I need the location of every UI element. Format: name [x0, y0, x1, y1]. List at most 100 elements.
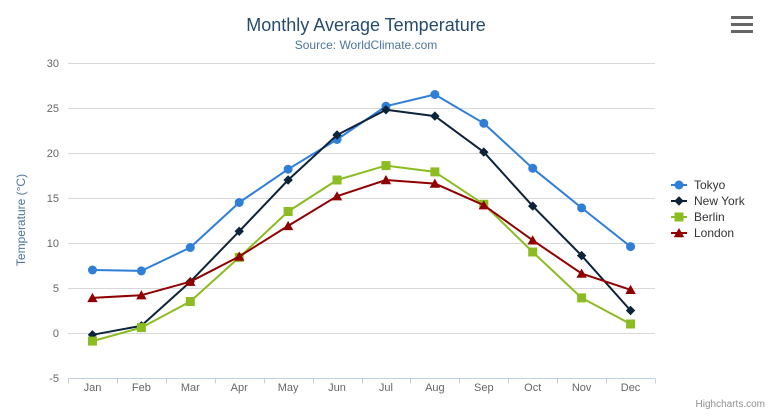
series-new-york[interactable] — [87, 105, 636, 340]
x-axis-labels: Jan Feb Mar Apr May Jun Jul Aug Sep Oct Nov Dec — [84, 382, 641, 394]
series-tokyo[interactable] — [87, 90, 636, 276]
point-london-jul[interactable] — [380, 175, 392, 185]
point-london-feb[interactable] — [136, 290, 147, 300]
y-axis-labels: -5 0 5 10 15 20 25 30 — [47, 58, 59, 385]
point-london-jan[interactable] — [87, 292, 98, 303]
legend-marker[interactable] — [674, 196, 684, 206]
point-london-mar[interactable] — [185, 276, 196, 286]
x-tick-label: Oct — [524, 382, 541, 394]
legend-label: Berlin — [694, 210, 725, 224]
point-tokyo-jan[interactable] — [87, 265, 97, 275]
point-berlin-jun[interactable] — [332, 175, 342, 185]
point-london-dec[interactable] — [625, 284, 636, 294]
point-new-york-jun[interactable] — [332, 130, 342, 140]
legend: Tokyo New York Berlin London — [670, 177, 745, 241]
point-new-york-sep[interactable] — [479, 147, 489, 157]
hamburger-bar — [731, 23, 753, 26]
y-tick-label: 5 — [53, 283, 59, 295]
point-tokyo-feb[interactable] — [136, 266, 146, 276]
point-berlin-dec[interactable] — [626, 319, 636, 329]
y-tick-label: 25 — [47, 103, 59, 115]
x-tick-label: Jun — [328, 382, 346, 394]
legend-item-london[interactable]: London — [670, 225, 745, 241]
x-tick-label: Feb — [132, 382, 151, 394]
point-berlin-oct[interactable] — [528, 247, 538, 257]
point-berlin-may[interactable] — [283, 207, 293, 216]
point-new-york-may[interactable] — [283, 175, 293, 185]
triangle-legend-marker-icon — [671, 228, 687, 238]
y-tick-label: 10 — [47, 238, 59, 250]
point-tokyo-oct[interactable] — [528, 163, 538, 173]
point-tokyo-may[interactable] — [283, 164, 293, 174]
point-london-apr[interactable] — [234, 251, 245, 261]
series-layer — [87, 90, 636, 346]
hamburger-bar — [731, 30, 753, 33]
point-london-may[interactable] — [282, 220, 294, 231]
y-tick-label: 20 — [47, 148, 59, 160]
y-tick-label: 0 — [53, 328, 59, 340]
legend-label: New York — [694, 194, 745, 208]
x-tick-label: Sep — [474, 382, 494, 394]
x-tick-label: Mar — [181, 382, 200, 394]
legend-item-tokyo[interactable]: Tokyo — [670, 177, 745, 193]
point-london-nov[interactable] — [576, 268, 587, 278]
hamburger-menu-icon[interactable] — [728, 14, 756, 38]
gridlines — [68, 63, 655, 334]
series-line — [91, 108, 632, 336]
legend-label: London — [694, 226, 735, 240]
x-axis-line-and-ticks — [68, 378, 656, 384]
x-tick-label: Apr — [231, 382, 248, 394]
chart-title: Monthly Average Temperature — [246, 15, 486, 35]
x-tick-label: Jan — [84, 382, 102, 394]
y-tick-label: 30 — [47, 58, 59, 70]
series-line — [91, 164, 632, 343]
legend-marker[interactable] — [674, 180, 684, 190]
point-tokyo-dec[interactable] — [626, 242, 636, 252]
point-new-york-nov[interactable] — [576, 250, 587, 261]
point-london-oct[interactable] — [527, 235, 538, 245]
y-axis-title: Temperature (°C) — [14, 174, 28, 266]
circle-legend-marker-icon — [671, 180, 687, 190]
point-london-sep[interactable] — [478, 200, 489, 210]
legend-label: Tokyo — [694, 178, 726, 192]
legend-item-berlin[interactable]: Berlin — [670, 209, 745, 225]
point-new-york-apr[interactable] — [234, 226, 244, 236]
point-berlin-feb[interactable] — [136, 323, 146, 333]
point-london-jun[interactable] — [331, 191, 343, 201]
x-tick-label: Aug — [425, 382, 445, 394]
point-tokyo-sep[interactable] — [479, 118, 489, 128]
x-tick-label: Nov — [572, 382, 592, 394]
diamond-legend-marker-icon — [671, 196, 687, 206]
series-line — [91, 179, 632, 299]
point-tokyo-mar[interactable] — [185, 243, 195, 252]
point-berlin-nov[interactable] — [577, 293, 587, 303]
point-tokyo-apr[interactable] — [234, 198, 244, 207]
series-line — [91, 93, 632, 272]
square-legend-marker-icon — [671, 212, 687, 222]
x-tick-label: Jul — [379, 382, 393, 394]
legend-item-new-york[interactable]: New York — [670, 193, 745, 209]
point-new-york-oct[interactable] — [528, 201, 538, 211]
y-tick-label: -5 — [49, 373, 59, 385]
point-berlin-mar[interactable] — [185, 297, 195, 306]
point-london-aug[interactable] — [429, 178, 441, 188]
hamburger-bar — [731, 16, 753, 19]
point-berlin-jul[interactable] — [381, 161, 391, 171]
legend-marker[interactable] — [674, 212, 684, 222]
point-tokyo-nov[interactable] — [577, 203, 587, 213]
series-london[interactable] — [87, 175, 636, 303]
y-tick-label: 15 — [47, 193, 59, 205]
point-tokyo-aug[interactable] — [430, 90, 440, 99]
chart-subtitle: Source: WorldClimate.com — [294, 38, 438, 52]
point-new-york-dec[interactable] — [625, 305, 636, 316]
point-new-york-jul[interactable] — [381, 105, 391, 115]
x-tick-label: Dec — [621, 382, 641, 394]
point-new-york-aug[interactable] — [430, 111, 440, 121]
point-berlin-jan[interactable] — [87, 336, 97, 346]
credits-link[interactable]: Highcharts.com — [695, 399, 765, 410]
point-berlin-aug[interactable] — [430, 167, 440, 177]
x-tick-label: May — [278, 382, 299, 394]
legend-marker[interactable] — [673, 228, 685, 238]
